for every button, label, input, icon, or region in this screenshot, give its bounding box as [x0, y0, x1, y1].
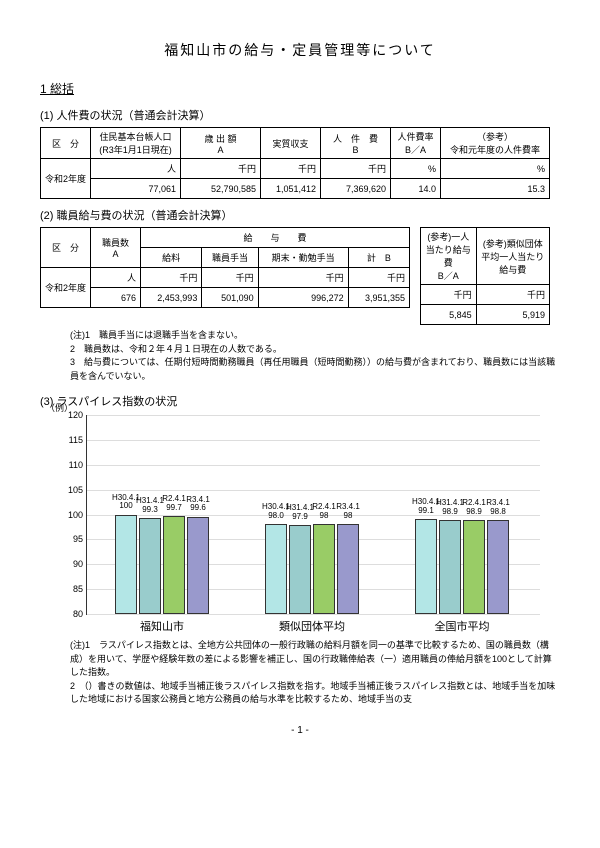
bar: H30.4.1100 [115, 515, 137, 615]
note: (注)1 職員手当には退職手当を含まない。 [70, 329, 560, 343]
th: 給料 [141, 248, 202, 268]
bar-label: H31.4.199.3 [136, 497, 164, 515]
th: （参考） 令和元年度の人件費率 [441, 128, 550, 159]
note: 2 （）書きの数値は、地域手当補正後ラスパイレス指数を指す。地域手当補正後ラスパ… [70, 680, 560, 707]
th: 人件費率 B／A [391, 128, 441, 159]
cell: 77,061 [91, 179, 181, 199]
unit: 千円 [258, 268, 348, 288]
th: 歳 出 額 A [181, 128, 261, 159]
cell: 501,090 [202, 288, 258, 308]
bar-group: H30.4.198.0H31.4.197.9R2.4.198R3.4.198 [257, 524, 367, 614]
unit: 千円 [421, 285, 477, 305]
cell: 3,951,355 [348, 288, 409, 308]
x-label: 福知山市 [107, 618, 217, 634]
bar: R2.4.199.7 [163, 516, 185, 614]
y-tick: 95 [63, 534, 83, 544]
cell: 7,369,620 [321, 179, 391, 199]
th: 区 分 [41, 228, 91, 268]
y-tick: 85 [63, 584, 83, 594]
th: 職員手当 [202, 248, 258, 268]
section-heading: 1 総括 [40, 80, 560, 97]
laspeyres-chart: （例） 80859095100105110115120H30.4.1100H31… [60, 415, 540, 635]
bar: H30.4.198.0 [265, 524, 287, 614]
bar: H30.4.199.1 [415, 519, 437, 614]
th-group: 給 与 費 [141, 228, 410, 248]
note: 3 給与費については、任期付短時間勤務職員（再任用職員（短時間勤務））の給与費が… [70, 356, 560, 383]
unit: 千円 [348, 268, 409, 288]
bar-label: R3.4.198 [336, 503, 360, 521]
cell: 14.0 [391, 179, 441, 199]
bar-label: R3.4.199.6 [186, 496, 210, 514]
th: 計 B [348, 248, 409, 268]
unit: 千円 [476, 285, 549, 305]
bar-label: H31.4.197.9 [286, 504, 314, 522]
bar: R3.4.198.8 [487, 520, 509, 614]
bar: R2.4.198.9 [463, 520, 485, 614]
cell: 5,919 [476, 305, 549, 325]
bar: R2.4.198 [313, 524, 335, 614]
bar-label: R2.4.199.7 [162, 495, 186, 513]
table-2: 区 分 職員数 A 給 与 費 給料 職員手当 期末・勤勉手当 計 B 令和2年… [40, 227, 410, 308]
notes-3: (注)1 ラスパイレス指数とは、全地方公共団体の一般行政職の給料月額を同一の基準… [70, 639, 560, 707]
y-tick: 105 [63, 485, 83, 495]
th: 期末・勤勉手当 [258, 248, 348, 268]
unit: 千円 [141, 268, 202, 288]
x-label: 類似団体平均 [257, 618, 367, 634]
y-tick: 110 [63, 460, 83, 470]
th: 住民基本台帳人口 (R3年1月1日現在) [91, 128, 181, 159]
cell: 2,453,993 [141, 288, 202, 308]
y-tick: 80 [63, 609, 83, 619]
bar: H31.4.199.3 [139, 518, 161, 614]
bar-label: R2.4.198 [312, 503, 336, 521]
th: (参考)類似団体平均一人当たり給与費 [476, 228, 549, 285]
cell: 5,845 [421, 305, 477, 325]
cell: 52,790,585 [181, 179, 261, 199]
table-2b: (参考)一人当たり給与費 B／A (参考)類似団体平均一人当たり給与費 千円 千… [420, 227, 550, 325]
subsection-2: (2) 職員給与費の状況（普通会計決算） [40, 207, 560, 223]
bar: H31.4.198.9 [439, 520, 461, 614]
y-tick: 100 [63, 510, 83, 520]
th: 職員数 A [91, 228, 141, 268]
unit: 人 [91, 159, 181, 179]
bar: H31.4.197.9 [289, 525, 311, 614]
cell: 1,051,412 [261, 179, 321, 199]
cell: 15.3 [441, 179, 550, 199]
unit: 千円 [181, 159, 261, 179]
cell: 676 [91, 288, 141, 308]
notes-2: (注)1 職員手当には退職手当を含まない。 2 職員数は、令和２年４月１日現在の… [70, 329, 560, 383]
th: 実質収支 [261, 128, 321, 159]
unit: 人 [91, 268, 141, 288]
bar-label: H31.4.198.9 [436, 499, 464, 517]
x-label: 全国市平均 [407, 618, 517, 634]
note: 2 職員数は、令和２年４月１日現在の人数である。 [70, 343, 560, 357]
row-label: 令和2年度 [41, 159, 91, 199]
unit: 千円 [321, 159, 391, 179]
unit: 千円 [202, 268, 258, 288]
bar-group: H30.4.199.1H31.4.198.9R2.4.198.9R3.4.198… [407, 519, 517, 614]
bar-label: R3.4.198.8 [486, 499, 510, 517]
plot-area: 80859095100105110115120H30.4.1100H31.4.1… [86, 415, 540, 615]
row-label: 令和2年度 [41, 268, 91, 308]
bar-label: R2.4.198.9 [462, 499, 486, 517]
table-1: 区 分 住民基本台帳人口 (R3年1月1日現在) 歳 出 額 A 実質収支 人 … [40, 127, 550, 199]
th: 人 件 費 B [321, 128, 391, 159]
bar: R3.4.199.6 [187, 517, 209, 615]
note: (注)1 ラスパイレス指数とは、全地方公共団体の一般行政職の給料月額を同一の基準… [70, 639, 560, 680]
cell: 996,272 [258, 288, 348, 308]
y-tick: 120 [63, 410, 83, 420]
subsection-3: (3) ラスパイレス指数の状況 [40, 393, 560, 409]
unit: % [441, 159, 550, 179]
th: 区 分 [41, 128, 91, 159]
page-title: 福知山市の給与・定員管理等について [40, 40, 560, 60]
y-tick: 90 [63, 559, 83, 569]
page-number: - 1 - [40, 725, 560, 736]
th: (参考)一人当たり給与費 B／A [421, 228, 477, 285]
y-tick: 115 [63, 435, 83, 445]
unit: % [391, 159, 441, 179]
subsection-1: (1) 人件費の状況（普通会計決算） [40, 107, 560, 123]
bar: R3.4.198 [337, 524, 359, 614]
unit: 千円 [261, 159, 321, 179]
bar-group: H30.4.1100H31.4.199.3R2.4.199.7R3.4.199.… [107, 515, 217, 615]
